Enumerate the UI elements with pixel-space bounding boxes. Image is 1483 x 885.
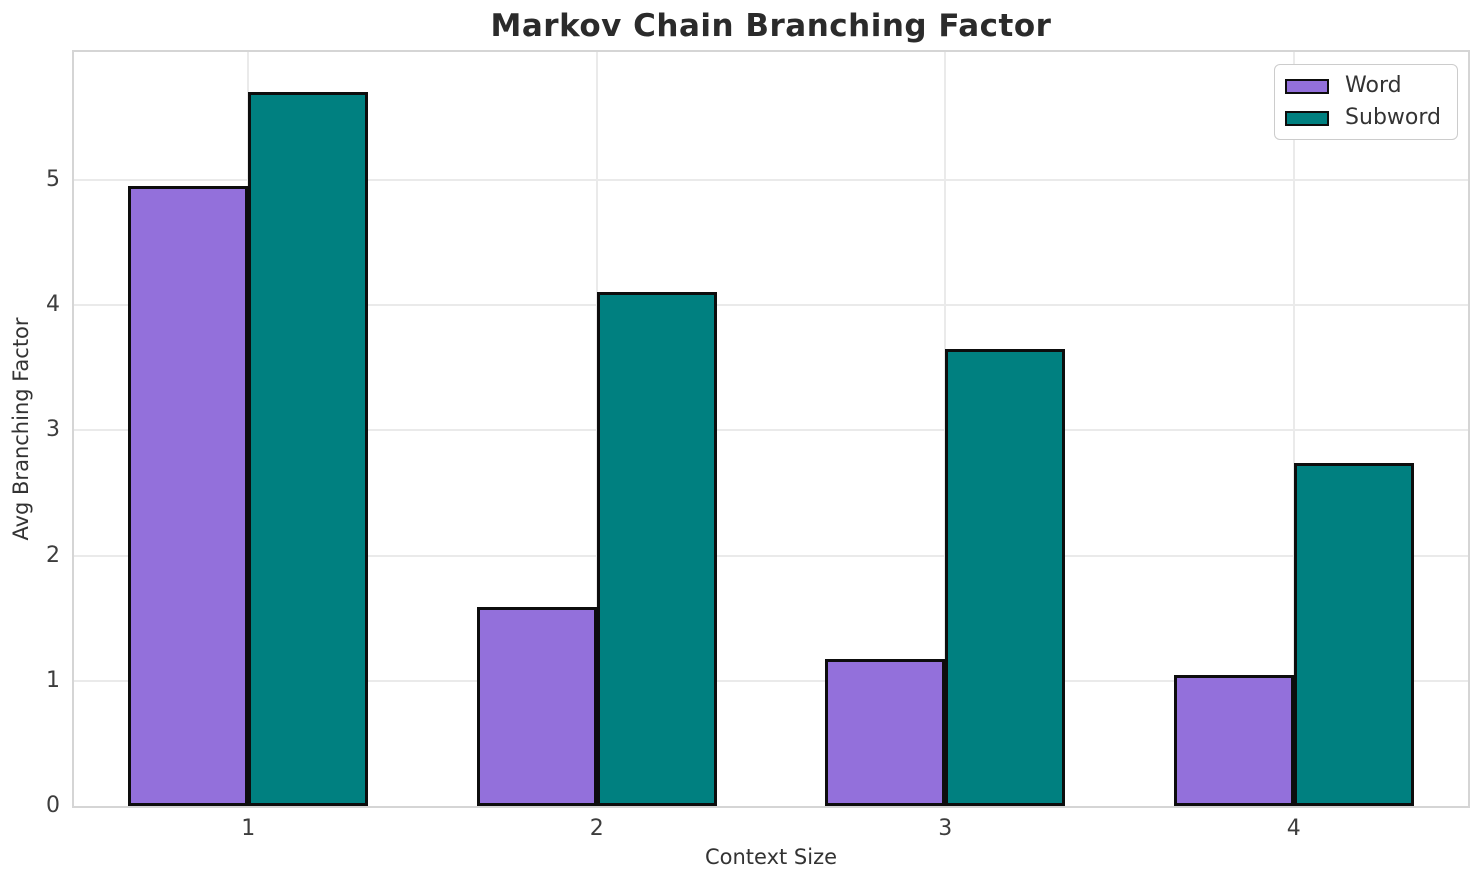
y-tick-label: 2 [46,542,60,568]
legend-label-subword: Subword [1345,105,1441,131]
legend-item-word: Word [1285,73,1441,98]
y-tick-label: 4 [46,292,60,318]
y-tick-label: 1 [46,667,60,693]
bar-word-1 [128,186,249,806]
legend-swatch-subword [1285,110,1330,126]
bar-word-3 [825,659,946,806]
x-tick-label: 4 [1286,816,1301,841]
y-axis-label: Avg Branching Factor [9,317,33,541]
x-tick-label: 3 [938,816,953,841]
x-tick-label: 2 [589,816,604,841]
bar-word-2 [476,606,597,806]
y-tick-label: 3 [46,417,60,443]
x-axis-label: Context Size [704,845,838,869]
plot-area: Word Subword 0 1 2 3 4 5 1 2 3 4 [46,50,1470,840]
y-tick-label: 5 [46,166,60,192]
bar-word-4 [1173,674,1294,806]
gridline-h [74,554,1468,557]
bar-subword-1 [248,92,369,806]
gridline-v [1292,52,1295,806]
gridline-h [74,304,1468,307]
chart-title: Markov Chain Branching Factor [490,8,1052,44]
bar-subword-4 [1293,462,1414,806]
legend-swatch-word [1285,78,1330,94]
bar-subword-3 [945,348,1066,806]
legend: Word Subword [1274,64,1458,141]
legend-label-word: Word [1345,73,1402,98]
gridline-h [74,679,1468,682]
gridline-h [74,178,1468,181]
gridline-h [74,429,1468,432]
legend-item-subword: Subword [1285,105,1441,131]
y-tick-label: 0 [46,793,60,818]
x-tick-label: 1 [241,816,256,841]
bar-subword-2 [596,292,717,806]
